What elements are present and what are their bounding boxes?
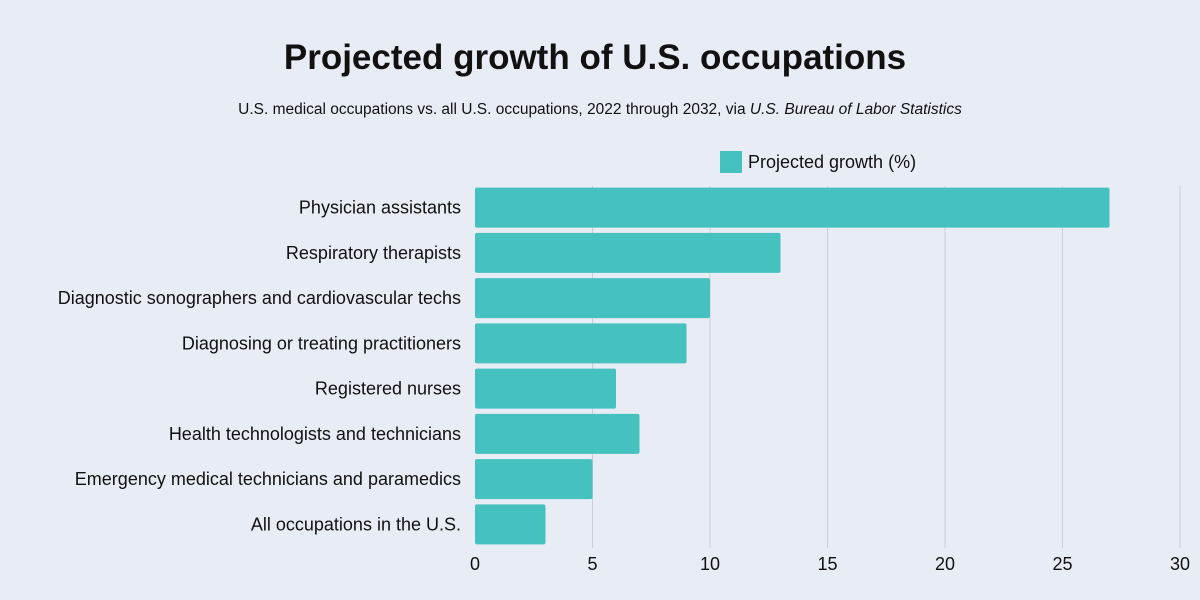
bar [475, 504, 546, 545]
category-label: Health technologists and technicians [169, 424, 461, 444]
legend-label: Projected growth (%) [748, 152, 916, 172]
category-label: Diagnosing or treating practitioners [182, 333, 461, 353]
chart-title: Projected growth of U.S. occupations [283, 38, 907, 77]
category-label: All occupations in the U.S. [251, 514, 461, 534]
category-label: Diagnostic sonographers and cardiovascul… [58, 288, 461, 308]
x-tick-label: 10 [700, 554, 720, 574]
x-tick-label: 30 [1170, 554, 1190, 574]
subtitle-source: U.S. Bureau of Labor Statistics [749, 101, 962, 118]
category-label: Registered nurses [315, 379, 461, 399]
bar [475, 323, 687, 364]
x-tick-label: 15 [817, 554, 837, 574]
x-tick-label: 20 [935, 554, 955, 574]
bar [475, 459, 593, 500]
x-tick-label: 0 [470, 554, 480, 574]
bar [475, 187, 1110, 228]
legend-swatch [720, 151, 742, 173]
x-tick-label: 5 [587, 554, 597, 574]
bar [475, 413, 640, 454]
x-tick-label: 25 [1052, 554, 1072, 574]
category-label: Emergency medical technicians and parame… [75, 469, 461, 489]
category-label: Physician assistants [299, 198, 461, 218]
bar [475, 232, 781, 273]
subtitle-text: U.S. medical occupations vs. all U.S. oc… [238, 101, 746, 118]
chart-subtitle: U.S. medical occupations vs. all U.S. oc… [0, 101, 1200, 119]
bar [475, 368, 616, 409]
bar [475, 278, 710, 319]
category-label: Respiratory therapists [286, 243, 461, 263]
